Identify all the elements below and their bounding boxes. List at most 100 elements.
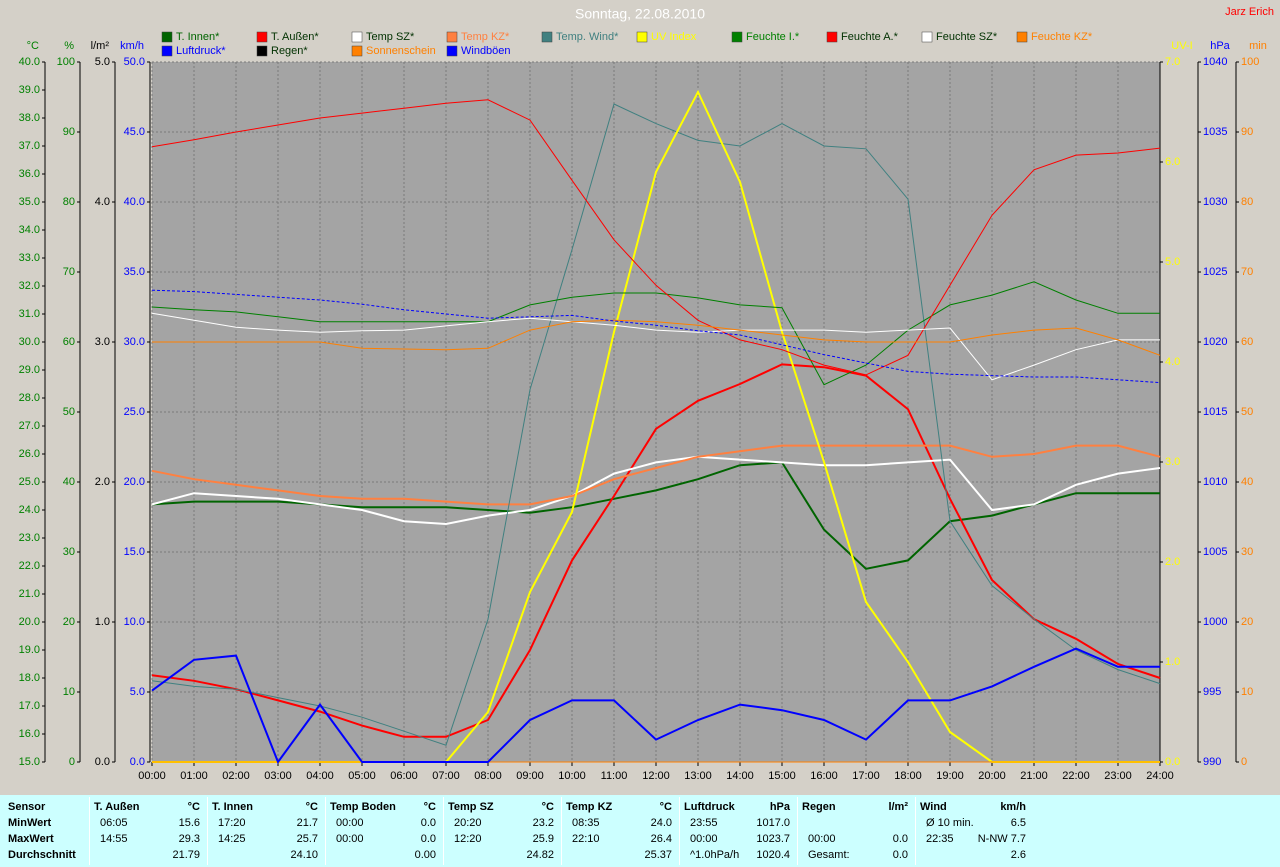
cell-value: 23.2 (532, 817, 554, 829)
x-tick-label: 18:00 (894, 770, 922, 782)
separator (679, 797, 680, 865)
legend-swatch (446, 45, 458, 57)
cell-value: 6.5 (1010, 817, 1026, 829)
axis-label: hPa (1210, 40, 1230, 52)
y-tick-label: 1020 (1203, 336, 1227, 348)
cell-time: ^1.0hPa/h (690, 849, 740, 861)
x-tick-label: 11:00 (601, 770, 628, 782)
separator (207, 797, 208, 865)
x-tick-label: 05:00 (348, 770, 376, 782)
y-tick-label: 4.0 (1165, 356, 1180, 368)
cell-time: 17:20 (218, 817, 246, 829)
y-tick-label: 32.0 (19, 280, 40, 292)
chart-title: Sonntag, 22.08.2010 (575, 6, 705, 22)
x-tick-label: 00:00 (138, 770, 166, 782)
legend-label: Feuchte A.* (841, 31, 899, 43)
separator (89, 797, 90, 865)
summary-table: Sensor MinWert MaxWert Durchschnitt T. Außen… (0, 795, 1280, 867)
x-tick-label: 10:00 (558, 770, 586, 782)
cell-value: 0.0 (420, 833, 436, 845)
y-tick-label: 1.0 (95, 616, 110, 628)
cell-value: 0.00 (414, 849, 436, 861)
legend-swatch (256, 31, 268, 43)
series-line (151, 455, 1161, 526)
x-tick-label: 08:00 (474, 770, 502, 782)
axis-label: UV-I (1171, 40, 1192, 52)
y-tick-label: 50.0 (124, 56, 145, 68)
y-tick-label: 30 (63, 546, 75, 558)
y-tick-label: 26.0 (19, 448, 40, 460)
y-tick-label: 39.0 (19, 84, 40, 96)
cell-value: 25.37 (644, 849, 672, 861)
legend-swatch (921, 31, 933, 43)
x-tick-label: 16:00 (810, 770, 838, 782)
cell-value: 0.0 (892, 849, 908, 861)
legend-swatch (731, 31, 743, 43)
y-tick-label: 35.0 (19, 196, 40, 208)
axis-label: km/h (120, 40, 144, 52)
x-tick-label: 19:00 (936, 770, 964, 782)
cell-time: 14:55 (100, 833, 128, 845)
y-tick-label: 0 (1241, 756, 1247, 768)
series-line (151, 444, 1161, 506)
x-tick-label: 03:00 (264, 770, 292, 782)
x-tick-label: 12:00 (642, 770, 670, 782)
y-tick-label: 28.0 (19, 392, 40, 404)
cell-time: 00:00 (336, 817, 364, 829)
y-tick-label: 100 (1241, 56, 1259, 68)
y-tick-label: 3.0 (95, 336, 110, 348)
y-tick-label: 18.0 (19, 672, 40, 684)
legend-swatch (541, 31, 553, 43)
y-tick-label: 0 (69, 756, 75, 768)
separator (443, 797, 444, 865)
x-tick-label: 20:00 (978, 770, 1006, 782)
y-tick-label: 5.0 (95, 56, 110, 68)
y-tick-label: 0.0 (95, 756, 110, 768)
y-tick-label: 33.0 (19, 252, 40, 264)
y-tick-label: 1025 (1203, 266, 1227, 278)
y-tick-label: 0.0 (130, 756, 145, 768)
cell-value: 29.3 (178, 833, 200, 845)
chart: Sonntag, 22.08.2010 Jarz Erich 00:00 01:0… (19, 6, 1274, 782)
y-tick-label: 27.0 (19, 420, 40, 432)
y-tick-label: 31.0 (19, 308, 40, 320)
cell-value: 21.79 (172, 849, 200, 861)
y-tick-label: 40 (63, 476, 75, 488)
legend-label: UV Index (651, 31, 697, 43)
y-tick-label: 37.0 (19, 140, 40, 152)
x-tick-label: 01:00 (180, 770, 208, 782)
y-tick-label: 7.0 (1165, 56, 1180, 68)
cell-time: Ø 10 min. (926, 817, 974, 829)
y-tick-label: 30.0 (19, 336, 40, 348)
x-tick-label: 02:00 (222, 770, 250, 782)
y-tick-label: 20 (1241, 616, 1253, 628)
y-tick-label: 22.0 (19, 560, 40, 572)
x-tick-label: 22:00 (1062, 770, 1090, 782)
y-tick-label: 60 (63, 336, 75, 348)
x-tick-label: 24:00 (1146, 770, 1174, 782)
y-tick-label: 1005 (1203, 546, 1227, 558)
cell-time: 12:20 (454, 833, 482, 845)
y-tick-label: 5.0 (130, 686, 145, 698)
series-line (151, 99, 1161, 376)
axis-label: °C (27, 40, 39, 52)
series-line (152, 319, 1161, 356)
x-tick-label: 17:00 (852, 770, 880, 782)
x-tick-label: 04:00 (306, 770, 334, 782)
y-tick-label: 4.0 (95, 196, 110, 208)
x-tick-label: 13:00 (684, 770, 712, 782)
y-tick-label: 90 (1241, 126, 1253, 138)
cell-value: 24.0 (650, 817, 672, 829)
y-tick-label: 34.0 (19, 224, 40, 236)
cell-value: 1017.0 (756, 817, 790, 829)
y-tick-label: 29.0 (19, 364, 40, 376)
y-tick-label: 10 (1241, 686, 1253, 698)
y-tick-label: 16.0 (19, 728, 40, 740)
column-header: Luftdruck (684, 801, 735, 813)
cell-value: 24.10 (290, 849, 318, 861)
column-header: Temp Boden (330, 801, 396, 813)
y-tick-label: 23.0 (19, 532, 40, 544)
legend-label: Luftdruck* (176, 45, 226, 57)
axis-label: % (64, 40, 74, 52)
